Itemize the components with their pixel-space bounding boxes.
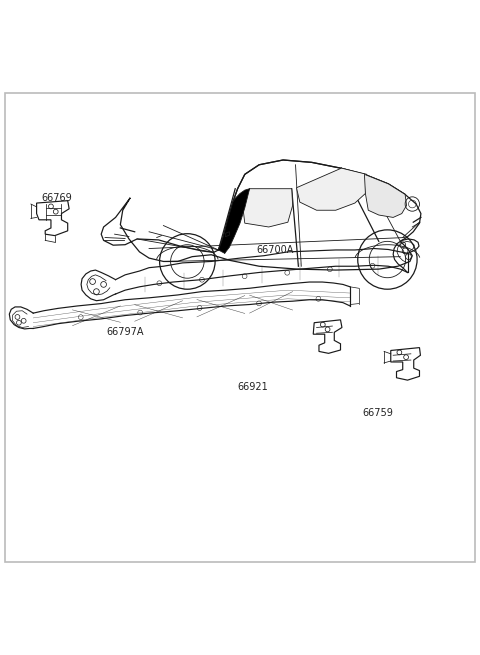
Text: 66700A: 66700A: [257, 246, 294, 255]
Polygon shape: [297, 168, 367, 210]
Text: 66759: 66759: [362, 408, 393, 418]
Polygon shape: [242, 189, 293, 227]
Polygon shape: [218, 189, 250, 253]
Polygon shape: [364, 174, 407, 217]
Text: 66921: 66921: [238, 382, 268, 392]
Text: 66769: 66769: [41, 193, 72, 202]
Text: 66797A: 66797A: [106, 327, 144, 337]
